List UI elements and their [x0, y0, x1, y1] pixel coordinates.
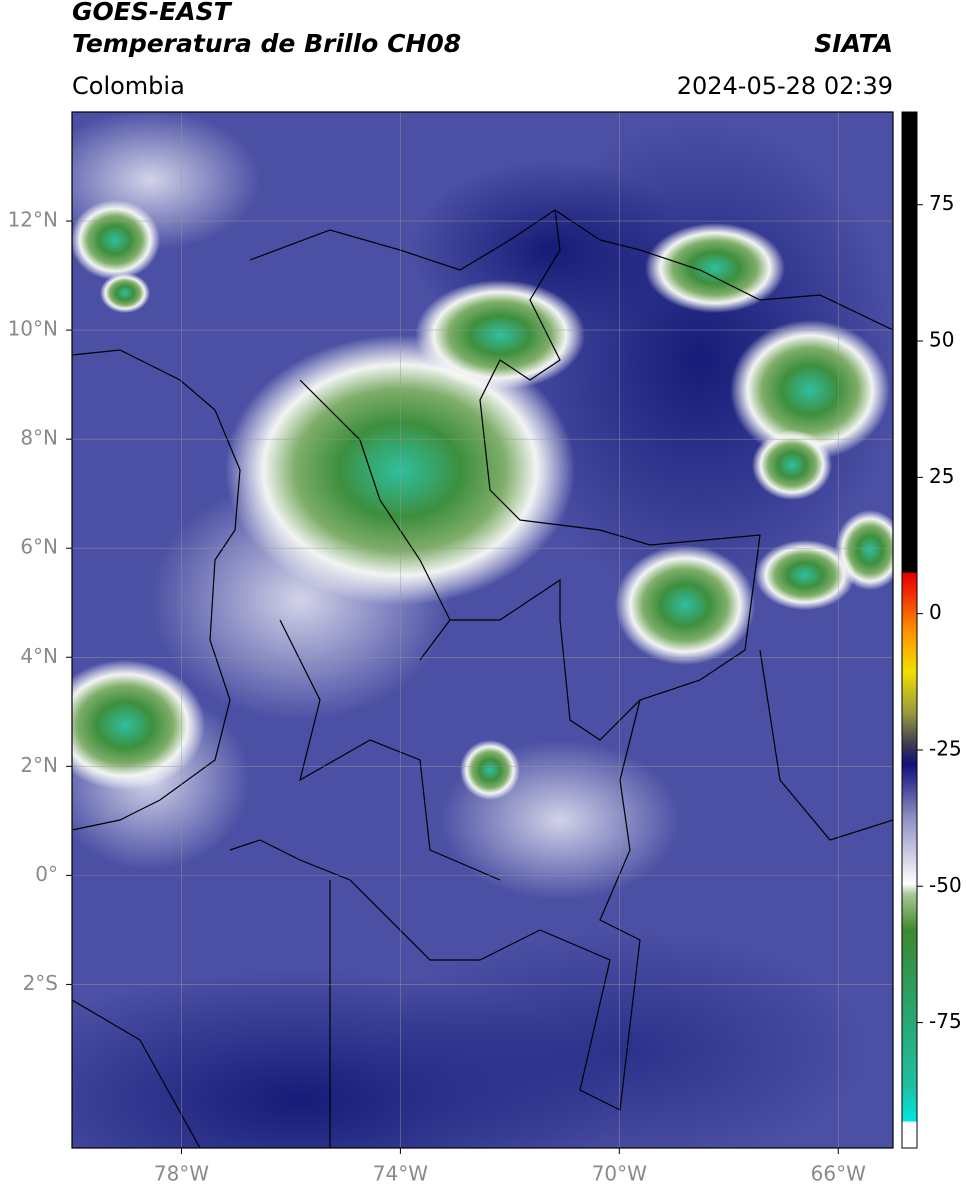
colorbar-tick-label: 25: [929, 464, 954, 488]
title: GOES-EAST: [72, 0, 233, 26]
colorbar: [901, 111, 918, 1149]
lon-tick-label: 74°W: [373, 1162, 428, 1186]
lat-tick-label: 10°N: [8, 317, 58, 341]
lat-tick-label: 2°S: [23, 971, 58, 995]
colorbar-tick-label: 0: [929, 600, 942, 624]
colorbar-tick-label: -25: [929, 736, 962, 760]
grid: [72, 112, 893, 1148]
map-frame: [71, 111, 894, 1149]
lat-tick-label: 2°N: [20, 753, 58, 777]
source: SIATA: [814, 29, 893, 58]
lon-tick-label: 78°W: [154, 1162, 209, 1186]
lat-tick-label: 6°N: [20, 535, 58, 559]
lat-tick-label: 4°N: [20, 644, 58, 668]
region: Colombia: [72, 72, 185, 100]
colorbar-tick-label: -75: [929, 1009, 962, 1033]
lat-tick-label: 0°: [35, 862, 58, 886]
lat-tick-label: 8°N: [20, 426, 58, 450]
lat-tick-label: 12°N: [8, 208, 58, 232]
timestamp: 2024-05-28 02:39: [677, 72, 893, 100]
subtitle: Temperatura de Brillo CH08: [72, 29, 461, 58]
satellite-image: [72, 112, 893, 1148]
colorbar-tick-label: 75: [929, 191, 954, 215]
lon-tick-label: 66°W: [811, 1162, 866, 1186]
colorbar-tick-label: -50: [929, 873, 962, 897]
colorbar-tick-label: 50: [929, 328, 954, 352]
lon-tick-label: 70°W: [592, 1162, 647, 1186]
